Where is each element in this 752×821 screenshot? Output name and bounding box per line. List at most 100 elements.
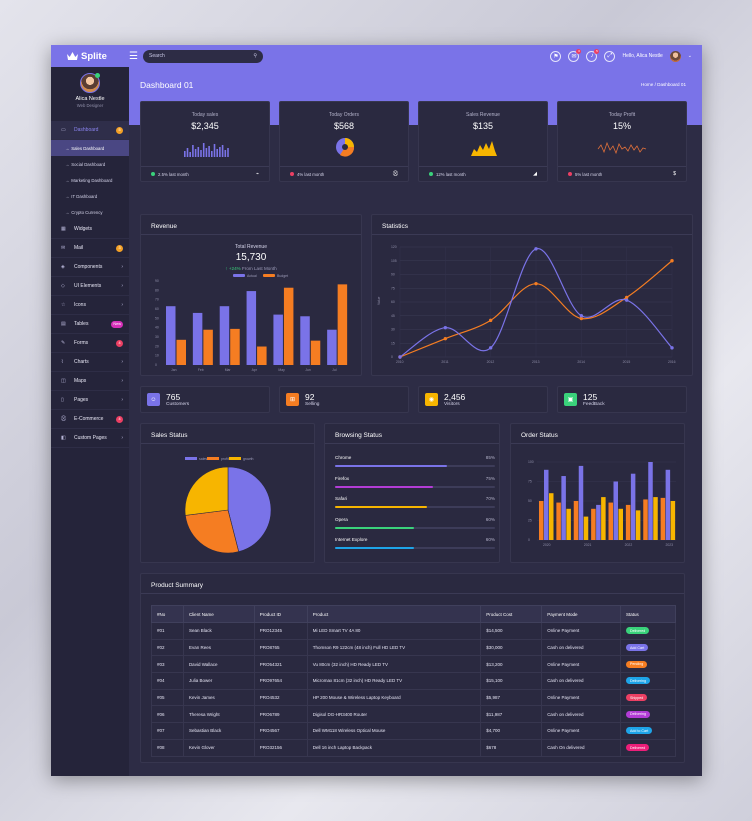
profile-avatar[interactable] [80, 73, 100, 93]
revenue-bar[interactable] [327, 329, 337, 365]
pie-slice-profit[interactable] [185, 509, 240, 554]
order-bar[interactable] [643, 499, 648, 540]
data-point[interactable] [579, 314, 584, 318]
revenue-bar[interactable] [300, 316, 310, 365]
signal-icon[interactable]: ◢ [533, 171, 537, 177]
submenu-item-social-dashboard[interactable]: → Social Dashboard [51, 156, 129, 172]
order-bar[interactable] [635, 510, 641, 540]
data-point[interactable] [488, 346, 493, 350]
order-bar[interactable] [549, 493, 554, 540]
submenu-item-sales-dashboard[interactable]: → Sales Dashboard [51, 140, 129, 156]
sidebar-item-maps[interactable]: ◫ Maps › [51, 372, 129, 391]
sidebar-item-custom-pages[interactable]: ◧ Custom Pages › [51, 429, 129, 448]
hamburger-menu-icon[interactable]: ☰ [129, 50, 138, 62]
order-bar[interactable] [573, 501, 579, 540]
revenue-bar[interactable] [219, 306, 230, 365]
column-header[interactable]: Client Name [182, 605, 255, 623]
data-point[interactable] [534, 281, 538, 286]
order-bar[interactable] [670, 501, 676, 540]
order-bar[interactable] [561, 476, 566, 540]
sidebar-item-forms[interactable]: ✎ Forms 4 [51, 334, 129, 353]
bell-icon[interactable]: ♪ 5 [586, 48, 600, 62]
order-bar[interactable] [630, 473, 636, 540]
order-bar[interactable] [601, 497, 606, 540]
order-bar[interactable] [556, 502, 561, 540]
order-bar[interactable] [665, 469, 671, 540]
search-input[interactable]: Search ⚲ [143, 49, 263, 63]
sidebar-item-icons[interactable]: ☆ Icons › [51, 296, 129, 315]
table-row[interactable]: #04 Julia Bower PRO97654 Micromax 81cm (32 … [151, 672, 676, 690]
table-row[interactable]: #06 Theresa Wright PRO6789 Digisol DG-HR340… [151, 705, 676, 724]
data-point[interactable] [670, 346, 674, 350]
revenue-bar[interactable] [273, 314, 283, 365]
search-icon[interactable]: ⚲ [253, 53, 257, 59]
order-bar[interactable] [648, 462, 653, 540]
breadcrumb-home[interactable]: Home [641, 82, 654, 87]
revenue-bar[interactable] [203, 329, 213, 365]
pie-slice-sales[interactable] [227, 466, 272, 553]
data-point[interactable] [579, 316, 584, 321]
revenue-bar[interactable] [337, 284, 348, 365]
order-bar[interactable] [618, 508, 624, 540]
user-avatar[interactable] [669, 50, 681, 62]
table-row[interactable]: #02 Evan Rees PRO8765 Thomson R9 122cm (48 … [151, 638, 676, 657]
order-bar[interactable] [591, 508, 596, 540]
column-header[interactable]: #No [151, 605, 184, 623]
table-row[interactable]: #08 Kevin Glover PRO32156 Dell 16 inch Lapt… [151, 738, 676, 757]
sidebar-item-e-commerce[interactable]: ⛒ E-Commerce 4 [51, 410, 129, 429]
data-point[interactable] [624, 298, 629, 302]
revenue-bar[interactable] [166, 306, 176, 365]
data-point[interactable] [443, 325, 448, 330]
revenue-bar[interactable] [230, 328, 240, 365]
column-header[interactable]: Status [620, 605, 676, 623]
order-bar[interactable] [660, 497, 666, 540]
data-point[interactable] [488, 318, 493, 323]
order-bar[interactable] [596, 504, 601, 540]
order-bar[interactable] [544, 469, 549, 540]
sidebar-item-mail[interactable]: ✉ Mail 3 [51, 239, 129, 258]
sidebar-item-charts[interactable]: ⌇ Charts › [51, 353, 129, 372]
revenue-bar[interactable] [310, 340, 321, 365]
sidebar-item-ui-elements[interactable]: ◇ UI Elements › [51, 277, 129, 296]
data-point[interactable] [398, 355, 402, 359]
sidebar-item-dashboard[interactable]: ▭ Dashboard 5 [51, 121, 129, 140]
data-point[interactable] [534, 247, 538, 251]
data-point[interactable] [670, 259, 674, 263]
revenue-bar[interactable] [176, 339, 187, 365]
dollar-icon[interactable]: $ [673, 171, 676, 177]
order-bar[interactable] [578, 465, 584, 540]
sidebar-item-widgets[interactable]: ▦ Widgets [51, 220, 129, 239]
table-row[interactable]: #01 Sean Black PRO12345 Mi LED Smart TV 4A … [151, 622, 676, 640]
pie-slice-growth[interactable] [184, 466, 229, 516]
column-header[interactable]: Payment Mode [541, 605, 622, 623]
submenu-item-marketing-dashboard[interactable]: → Marketing Dashboard [51, 172, 129, 188]
column-header[interactable]: Product Cost [480, 605, 543, 623]
mail-icon[interactable]: ✉ 3 [568, 48, 582, 62]
table-row[interactable]: #05 Kevin James PRO4532 HP 200 Mouse & Wire… [151, 688, 676, 707]
user-greeting[interactable]: Hello, Alica Nestle [622, 53, 662, 59]
revenue-bar[interactable] [257, 346, 267, 365]
column-header[interactable]: Product ID [253, 605, 308, 623]
data-point[interactable] [443, 336, 448, 341]
order-bar[interactable] [625, 504, 631, 540]
cart-icon[interactable]: ⛒ [392, 171, 398, 177]
revenue-bar[interactable] [192, 312, 203, 365]
sidebar-item-components[interactable]: ◈ Components › [51, 258, 129, 277]
logo[interactable]: Splite [51, 51, 129, 62]
order-bar[interactable] [583, 516, 589, 540]
order-bar[interactable] [608, 502, 614, 540]
sidebar-item-tables[interactable]: ▤ Tables New [51, 315, 129, 334]
order-bar[interactable] [566, 508, 571, 540]
order-bar[interactable] [613, 481, 619, 541]
trend-icon[interactable]: ⌁ [255, 171, 259, 177]
chevron-down-icon[interactable]: ⌄ [687, 53, 692, 59]
data-point[interactable] [624, 295, 629, 300]
flag-icon[interactable]: ⚑ [550, 50, 562, 62]
order-bar[interactable] [653, 497, 658, 540]
column-header[interactable]: Product [306, 605, 482, 623]
sidebar-item-pages[interactable]: ▯ Pages › [51, 391, 129, 410]
revenue-bar[interactable] [283, 287, 294, 365]
order-bar[interactable] [539, 501, 544, 540]
table-row[interactable]: #03 David Wallace PRO54321 Vu 80cm (32 inch… [151, 655, 676, 674]
submenu-item-crypto-currency[interactable]: → Crypto Currency [51, 204, 129, 220]
